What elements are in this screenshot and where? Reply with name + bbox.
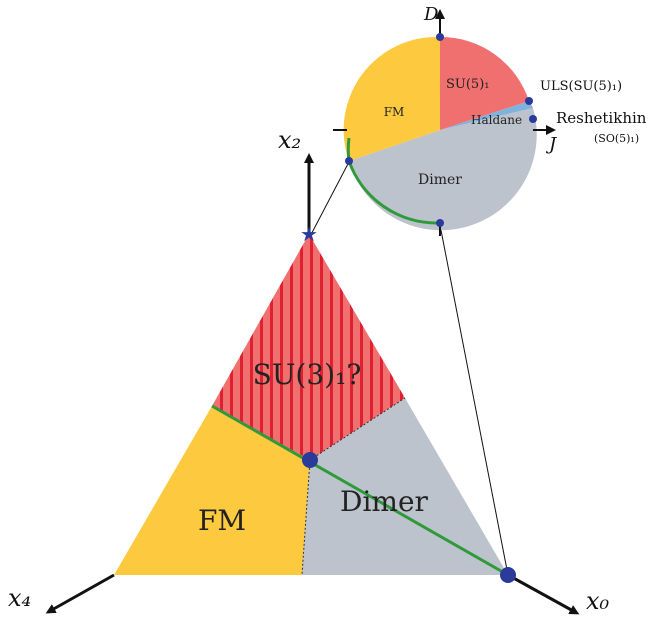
triple-point-marker (302, 452, 318, 468)
circle-marker-left (345, 157, 353, 165)
circle-fm-label: FM (384, 105, 405, 119)
zoom-connector-right (439, 224, 509, 576)
circle-dimer-region (349, 108, 537, 231)
star-marker: ★ (300, 224, 318, 246)
J-label: J (545, 134, 558, 155)
D-label: D (423, 4, 439, 25)
green-transition-line (211, 404, 509, 577)
boundary-fm-dimer (301, 459, 311, 576)
su3-label: SU(3)₁? (253, 358, 362, 391)
circle-su5-region (440, 36, 529, 131)
x0-corner-marker (500, 567, 516, 583)
circle-haldane-region (440, 101, 533, 130)
uls-label: ULS(SU(5)₁) (540, 79, 622, 94)
circle-inset: D J SU(5)₁ FM Haldane Dimer ULS(SU(5)₁) … (333, 4, 647, 236)
x0-axis (507, 573, 580, 615)
circle-su5-label: SU(5)₁ (446, 77, 490, 92)
fm-label: FM (198, 504, 246, 537)
dimer-region (302, 398, 508, 575)
x4-axis (45, 573, 115, 614)
x2-label: x₂ (278, 126, 301, 154)
circle-fm-region (343, 36, 440, 161)
fm-region (114, 406, 310, 575)
circle-marker-reshetikhin (529, 115, 537, 123)
circle-dimer-label: Dimer (418, 172, 462, 188)
so5-label: (SO(5)₁) (594, 132, 639, 145)
dimer-label: Dimer (340, 485, 429, 518)
x4-label: x₄ (8, 584, 31, 612)
x0-label: x₀ (586, 587, 610, 615)
circle-marker-bottom (436, 219, 444, 227)
su3-region (212, 234, 405, 460)
reshetikhin-label: Reshetikhin (556, 109, 647, 127)
circle-green-arc (347, 160, 441, 225)
circle-haldane-label: Haldane (471, 113, 522, 127)
boundary-su3-dimer (309, 397, 406, 461)
circle-marker-top (436, 33, 444, 41)
circle-marker-uls (525, 97, 533, 105)
